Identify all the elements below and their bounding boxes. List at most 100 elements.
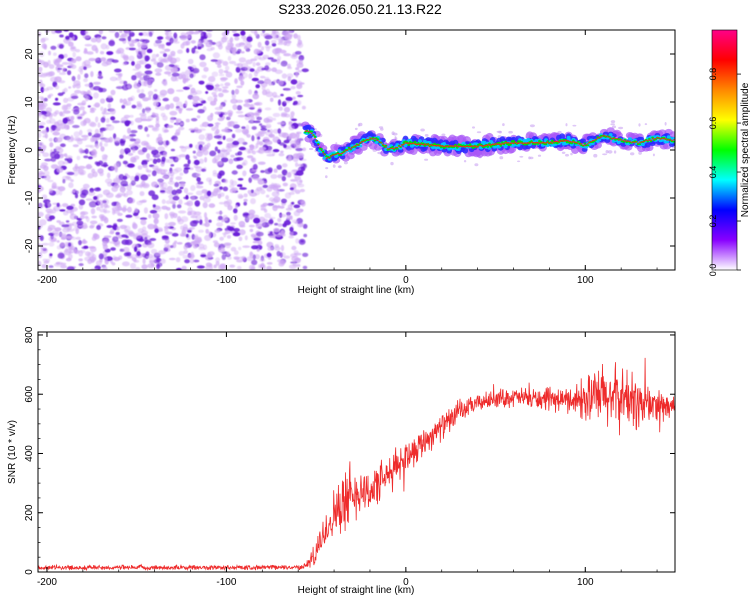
- noise-cell: [272, 150, 276, 157]
- noise-cell: [280, 244, 285, 252]
- noise-cell: [274, 246, 281, 251]
- noise-cell: [58, 54, 65, 60]
- noise-cell: [77, 74, 81, 81]
- carrier-cell: [511, 142, 513, 144]
- noise-cell: [38, 71, 43, 78]
- noise-cell: [271, 43, 277, 47]
- carrier-cell: [351, 147, 354, 149]
- noise-cell: [127, 206, 132, 213]
- carrier-cell: [328, 157, 331, 159]
- noise-cell: [148, 31, 153, 37]
- noise-cell: [230, 222, 236, 225]
- noise-cell: [86, 51, 94, 55]
- noise-cell: [276, 250, 281, 257]
- noise-cell: [152, 165, 159, 170]
- noise-cell: [43, 174, 51, 181]
- noise-cell: [200, 254, 207, 258]
- noise-cell: [87, 190, 96, 196]
- noise-cell: [127, 197, 136, 204]
- noise-cell: [119, 98, 124, 104]
- noise-cell: [193, 45, 198, 50]
- faint-cell: [325, 175, 328, 179]
- noise-cell: [39, 219, 47, 226]
- noise-cell: [302, 252, 309, 257]
- noise-cell: [67, 116, 73, 120]
- noise-cell: [273, 30, 279, 34]
- faint-cell: [652, 153, 655, 157]
- faint-cell: [441, 133, 446, 137]
- noise-cell: [231, 133, 236, 139]
- noise-cell: [294, 51, 302, 55]
- noise-cell: [59, 72, 67, 75]
- noise-cell: [48, 265, 54, 268]
- carrier-cell: [422, 144, 425, 146]
- carrier-cell: [374, 140, 379, 144]
- noise-cell: [181, 229, 187, 236]
- carrier-cell: [596, 137, 599, 140]
- noise-cell: [115, 231, 120, 236]
- noise-cell: [128, 31, 135, 37]
- noise-cell: [119, 186, 126, 193]
- noise-cell: [82, 238, 86, 244]
- noise-cell: [80, 30, 87, 36]
- noise-cell: [211, 126, 216, 131]
- noise-cell: [175, 107, 184, 112]
- noise-cell: [153, 89, 158, 92]
- noise-cell: [290, 53, 299, 60]
- noise-cell: [111, 186, 119, 192]
- faint-cell: [309, 147, 314, 151]
- carrier-cell: [485, 144, 488, 147]
- noise-cell: [141, 147, 148, 153]
- noise-cell: [48, 236, 57, 243]
- carrier-cell: [517, 142, 520, 144]
- noise-cell: [152, 158, 158, 164]
- carrier-cell: [446, 146, 449, 148]
- noise-cell: [256, 231, 264, 237]
- carrier-cell: [646, 139, 649, 141]
- noise-cell: [278, 132, 287, 138]
- noise-cell: [153, 101, 159, 107]
- noise-cell: [231, 170, 238, 175]
- noise-cell: [217, 152, 224, 158]
- noise-cell: [100, 98, 106, 104]
- noise-cell: [38, 141, 44, 147]
- noise-cell: [163, 53, 167, 58]
- noise-cell: [38, 202, 45, 209]
- noise-cell: [202, 202, 208, 209]
- noise-cell: [266, 252, 272, 258]
- y-tick-label: 10: [24, 96, 35, 108]
- noise-cell: [281, 198, 287, 204]
- noise-cell: [185, 118, 190, 123]
- noise-cell: [132, 148, 136, 153]
- noise-cell: [84, 73, 89, 79]
- noise-cell: [291, 245, 297, 251]
- noise-cell: [49, 118, 56, 124]
- noise-cell: [293, 142, 301, 149]
- noise-cell: [277, 42, 285, 45]
- noise-cell: [158, 56, 164, 63]
- noise-cell: [231, 30, 237, 34]
- noise-cell: [53, 52, 57, 56]
- carrier-cell: [470, 145, 473, 147]
- carrier-cell: [545, 142, 547, 144]
- noise-cell: [236, 157, 241, 162]
- noise-cell: [68, 32, 74, 38]
- noise-cell: [40, 86, 45, 93]
- carrier-cell: [307, 131, 310, 134]
- carrier-cell: [648, 139, 651, 141]
- noise-cell: [176, 188, 183, 194]
- noise-cell: [227, 205, 233, 211]
- carrier-cell: [493, 143, 496, 146]
- noise-cell: [115, 194, 122, 199]
- noise-cell: [50, 156, 57, 162]
- noise-cell: [283, 53, 291, 57]
- noise-cell: [126, 163, 135, 168]
- noise-cell: [300, 209, 304, 212]
- carrier-cell: [454, 145, 457, 147]
- noise-cell: [296, 42, 304, 49]
- noise-cell: [260, 170, 265, 173]
- carrier-cell: [323, 154, 326, 156]
- noise-cell: [106, 225, 113, 228]
- carrier-cell: [347, 146, 351, 149]
